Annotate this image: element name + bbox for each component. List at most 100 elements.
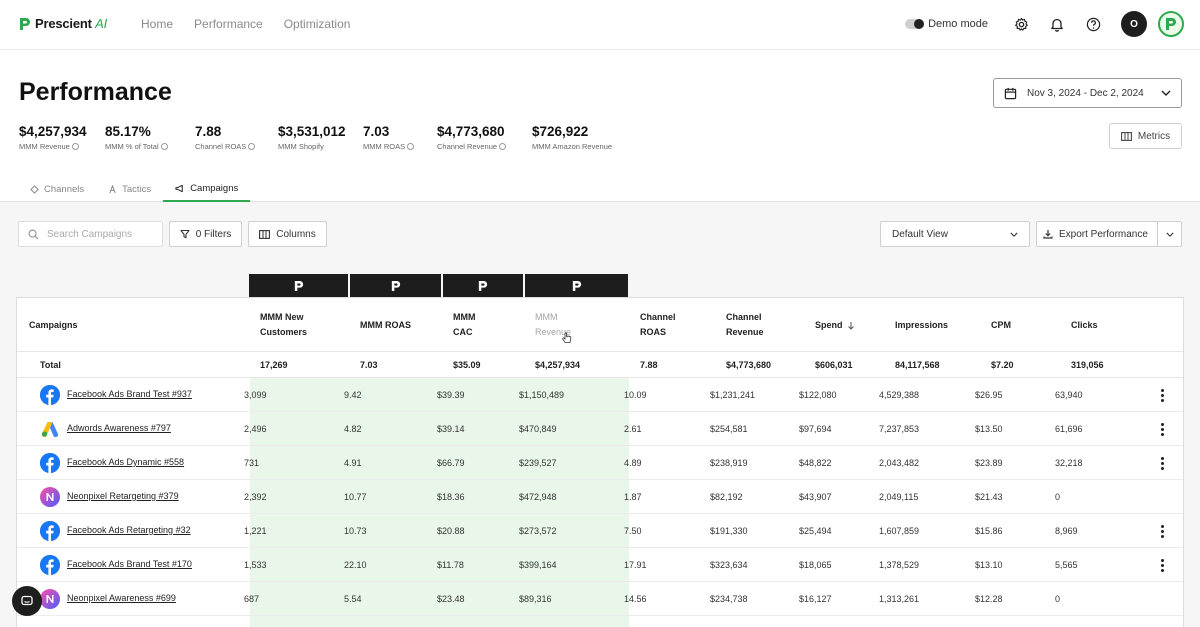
tab-channels[interactable]: Channels bbox=[18, 176, 96, 202]
col-header-cpm[interactable]: CPM bbox=[991, 319, 1011, 330]
table-row[interactable]: Facebook Ads Brand Test #937 3,099 9.42 $39… bbox=[17, 378, 1183, 412]
help-icon[interactable] bbox=[1085, 16, 1101, 32]
page-title: Performance bbox=[19, 78, 172, 106]
metrics-button[interactable]: Metrics bbox=[1109, 123, 1182, 149]
col-header-spend[interactable]: Spend bbox=[815, 298, 875, 352]
info-icon[interactable] bbox=[499, 143, 507, 150]
kpi-label: Channel ROAS bbox=[195, 142, 278, 151]
facebook-icon bbox=[40, 521, 60, 541]
info-icon[interactable] bbox=[407, 143, 415, 150]
campaign-name-link[interactable]: Facebook Ads Retargeting #32 bbox=[67, 525, 191, 535]
table-cell: $18.36 bbox=[437, 492, 465, 502]
kpi-value: $4,773,680 bbox=[437, 124, 505, 139]
demo-mode-toggle[interactable]: Demo mode bbox=[905, 18, 988, 30]
col-header-channel-revenue[interactable]: Channel Revenue bbox=[726, 312, 764, 337]
main-nav: Home Performance Optimization bbox=[141, 17, 350, 31]
view-select[interactable]: Default View bbox=[880, 221, 1030, 247]
facebook-icon bbox=[40, 555, 60, 575]
gear-icon[interactable] bbox=[1013, 16, 1029, 32]
table-row[interactable]: Facebook Ads Brand Test #170 1,533 22.10 $1… bbox=[17, 548, 1183, 582]
more-options-icon[interactable] bbox=[1155, 455, 1169, 471]
chevron-down-icon bbox=[1165, 232, 1174, 237]
table-cell: $273,572 bbox=[519, 526, 557, 536]
campaign-name-link[interactable]: Facebook Ads Brand Test #170 bbox=[67, 559, 192, 569]
col-header-mmm-roas[interactable]: MMM ROAS bbox=[360, 319, 411, 330]
table-cell: $43,907 bbox=[799, 492, 832, 502]
prescient-logo-icon bbox=[20, 17, 30, 30]
table-cell: $470,849 bbox=[519, 424, 557, 434]
kpi-mmm-shopify: $3,531,012 MMM Shopify bbox=[278, 124, 363, 151]
prescient-logo[interactable]: Prescient AI bbox=[19, 16, 107, 31]
col-header-campaigns[interactable]: Campaigns bbox=[29, 319, 78, 330]
filters-label: 0 Filters bbox=[195, 228, 232, 240]
metrics-label: Metrics bbox=[1137, 130, 1171, 142]
nav-optimization[interactable]: Optimization bbox=[283, 17, 351, 31]
date-range-picker[interactable]: Nov 3, 2024 - Dec 2, 2024 bbox=[993, 78, 1182, 108]
more-options-icon[interactable] bbox=[1155, 523, 1169, 539]
sort-desc-icon[interactable] bbox=[847, 321, 855, 330]
table-cell: $25,494 bbox=[799, 526, 832, 536]
kpi-value: $726,922 bbox=[532, 124, 589, 139]
table-cell: 5.54 bbox=[344, 594, 362, 604]
kpi-value: 7.88 bbox=[195, 124, 222, 139]
table-cell: 2,043,482 bbox=[879, 458, 920, 468]
table-row[interactable]: Facebook Ads Dynamic #558 731 4.91 $66.79 $2… bbox=[17, 446, 1183, 480]
table-cell: $18,065 bbox=[799, 560, 832, 570]
info-icon[interactable] bbox=[160, 143, 168, 150]
table-row[interactable]: Adwords Awareness #797 2,496 4.82 $39.14 $47… bbox=[17, 412, 1183, 446]
campaign-name-link[interactable]: Adwords Awareness #797 bbox=[67, 423, 171, 433]
export-performance-button[interactable]: Export Performance bbox=[1037, 222, 1157, 246]
download-icon bbox=[1043, 230, 1053, 239]
campaign-name-link[interactable]: Facebook Ads Brand Test #937 bbox=[67, 389, 192, 399]
export-dropdown-toggle[interactable] bbox=[1157, 222, 1181, 246]
table-cell: $191,330 bbox=[710, 526, 748, 536]
col-header-mmm-revenue[interactable]: MMM Revenue bbox=[535, 312, 572, 337]
chat-support-button[interactable] bbox=[12, 586, 42, 616]
more-options-icon[interactable] bbox=[1155, 557, 1169, 573]
col-header-channel-roas[interactable]: Channel ROAS bbox=[640, 312, 676, 337]
table-row[interactable]: Neonpixel Retargeting #379 2,392 10.77 $18.… bbox=[17, 480, 1183, 514]
filters-button[interactable]: 0 Filters bbox=[169, 221, 242, 247]
table-row[interactable]: Facebook Ads Retargeting #32 1,221 10.73 $2… bbox=[17, 514, 1183, 548]
info-icon[interactable] bbox=[71, 143, 79, 150]
table-cell: 5,565 bbox=[1055, 560, 1078, 570]
search-campaigns-field[interactable] bbox=[18, 221, 163, 247]
col-header-impressions[interactable]: Impressions bbox=[895, 319, 949, 330]
user-avatar[interactable]: O bbox=[1121, 11, 1147, 37]
search-input[interactable] bbox=[47, 228, 147, 240]
more-options-icon[interactable] bbox=[1155, 387, 1169, 403]
mmm-columns-highlight bbox=[250, 378, 629, 627]
tab-campaigns[interactable]: Campaigns bbox=[163, 176, 251, 202]
tab-label: Tactics bbox=[122, 183, 152, 195]
info-icon[interactable] bbox=[248, 143, 256, 150]
table-cell: $13.10 bbox=[975, 560, 1003, 570]
kpi-label: Channel Revenue bbox=[437, 142, 532, 151]
columns-button[interactable]: Columns bbox=[248, 221, 327, 247]
bell-icon[interactable] bbox=[1049, 16, 1065, 32]
campaign-name-link[interactable]: Facebook Ads Dynamic #558 bbox=[67, 457, 185, 467]
toggle-switch[interactable] bbox=[905, 19, 925, 29]
table-row[interactable]: Neonpixel Awareness #699 687 5.54 $23.48 $89… bbox=[17, 582, 1183, 616]
more-options-icon[interactable] bbox=[1155, 421, 1169, 437]
campaign-name-link[interactable]: Neonpixel Retargeting #379 bbox=[67, 491, 179, 501]
col-header-clicks[interactable]: Clicks bbox=[1071, 319, 1098, 330]
table-cell: 731 bbox=[244, 458, 260, 468]
brand-avatar-icon[interactable] bbox=[1158, 11, 1184, 37]
table-cell: $48,822 bbox=[799, 458, 832, 468]
campaign-name-link[interactable]: Neonpixel Awareness #699 bbox=[67, 593, 176, 603]
table-header: Campaigns MMM New Customers MMM ROAS MMM… bbox=[17, 298, 1183, 352]
table-cell: 32,218 bbox=[1055, 458, 1083, 468]
total-cell: $4,773,680 bbox=[726, 360, 772, 370]
nav-home[interactable]: Home bbox=[141, 17, 174, 31]
tab-tactics[interactable]: Tactics bbox=[96, 176, 163, 202]
kpi-value: $4,257,934 bbox=[19, 124, 87, 139]
neonpixel-icon bbox=[40, 487, 60, 507]
col-header-mmm-cac[interactable]: MMM CAC bbox=[453, 312, 476, 337]
search-icon bbox=[28, 229, 39, 240]
calendar-icon bbox=[1004, 87, 1017, 99]
nav-performance[interactable]: Performance bbox=[194, 17, 263, 31]
table-cell: 2,392 bbox=[244, 492, 267, 502]
col-header-mmm-new-customers[interactable]: MMM New Customers bbox=[260, 312, 308, 337]
table-cell: 22.10 bbox=[344, 560, 367, 570]
table-cell: 4.91 bbox=[344, 458, 362, 468]
